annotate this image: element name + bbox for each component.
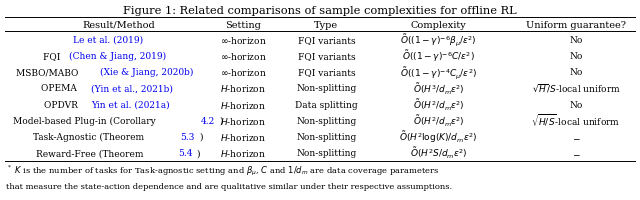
Text: $-$: $-$ <box>572 148 580 157</box>
Text: FQI: FQI <box>43 52 63 61</box>
Text: $\tilde{O}(H^2S/d_m\epsilon^2)$: $\tilde{O}(H^2S/d_m\epsilon^2)$ <box>410 145 467 161</box>
Text: OPDVR: OPDVR <box>44 100 81 109</box>
Text: $H$-horizon: $H$-horizon <box>220 83 266 94</box>
Text: FQI variants: FQI variants <box>298 68 355 77</box>
Text: OPEMA: OPEMA <box>40 84 79 93</box>
Text: Result/Method: Result/Method <box>82 21 155 29</box>
Text: Non-splitting: Non-splitting <box>296 116 356 125</box>
Text: Yin et al. (2021a): Yin et al. (2021a) <box>92 100 170 109</box>
Text: Non-splitting: Non-splitting <box>296 148 356 157</box>
Text: $\tilde{O}(H^3/d_m\epsilon^2)$: $\tilde{O}(H^3/d_m\epsilon^2)$ <box>413 81 464 96</box>
Text: $\tilde{O}((1-\gamma)^{-6}C/\epsilon^2)$: $\tilde{O}((1-\gamma)^{-6}C/\epsilon^2)$ <box>402 48 475 64</box>
Text: ): ) <box>220 116 223 125</box>
Text: $-$: $-$ <box>572 132 580 141</box>
Text: $\tilde{O}(H^2/d_m\epsilon^2)$: $\tilde{O}(H^2/d_m\epsilon^2)$ <box>413 97 464 112</box>
Text: (Xie & Jiang, 2020b): (Xie & Jiang, 2020b) <box>100 68 194 77</box>
Text: Non-splitting: Non-splitting <box>296 84 356 93</box>
Text: Complexity: Complexity <box>410 21 467 29</box>
Text: $\tilde{O}(H^2\log(K)/d_m\epsilon^2)$: $\tilde{O}(H^2\log(K)/d_m\epsilon^2)$ <box>399 129 477 145</box>
Text: FQI variants: FQI variants <box>298 36 355 45</box>
Text: $H$-horizon: $H$-horizon <box>220 99 266 110</box>
Text: Uniform guarantee?: Uniform guarantee? <box>526 21 626 29</box>
Text: 5.4: 5.4 <box>178 148 193 157</box>
Text: $\infty$-horizon: $\infty$-horizon <box>220 67 266 78</box>
Text: Le et al. (2019): Le et al. (2019) <box>73 36 143 45</box>
Text: No: No <box>570 100 582 109</box>
Text: $\tilde{O}((1-\gamma)^{-6}\beta_{\mu}/\epsilon^2)$: $\tilde{O}((1-\gamma)^{-6}\beta_{\mu}/\e… <box>400 32 477 48</box>
Text: (Chen & Jiang, 2019): (Chen & Jiang, 2019) <box>69 52 166 61</box>
Text: Model-based Plug-in (Corollary: Model-based Plug-in (Corollary <box>13 116 159 125</box>
Text: (Yin et al., 2021b): (Yin et al., 2021b) <box>91 84 172 93</box>
Text: that measure the state-action dependence and are qualitative similar under their: that measure the state-action dependence… <box>6 182 452 190</box>
Text: Type: Type <box>314 21 339 29</box>
Text: No: No <box>570 52 582 61</box>
Text: Data splitting: Data splitting <box>295 100 358 109</box>
Text: MSBO/MABO: MSBO/MABO <box>16 68 81 77</box>
Text: 5.3: 5.3 <box>180 132 195 141</box>
Text: $\infty$-horizon: $\infty$-horizon <box>220 51 266 62</box>
Text: No: No <box>570 36 582 45</box>
Text: No: No <box>570 68 582 77</box>
Text: $H$-horizon: $H$-horizon <box>220 131 266 142</box>
Text: $\tilde{O}(H^2/d_m\epsilon^2)$: $\tilde{O}(H^2/d_m\epsilon^2)$ <box>413 113 464 128</box>
Text: Figure 1: Related comparisons of sample complexities for offline RL: Figure 1: Related comparisons of sample … <box>123 6 517 16</box>
Text: $\sqrt{H/S}$-local uniform: $\sqrt{H/S}$-local uniform <box>531 113 621 129</box>
Text: $\tilde{O}((1-\gamma)^{-4}C_{\mu}/\epsilon^2)$: $\tilde{O}((1-\gamma)^{-4}C_{\mu}/\epsil… <box>400 64 477 80</box>
Text: $\infty$-horizon: $\infty$-horizon <box>220 35 266 46</box>
Text: Setting: Setting <box>225 21 261 29</box>
Text: 4.2: 4.2 <box>201 116 215 125</box>
Text: Reward-Free (Theorem: Reward-Free (Theorem <box>36 148 146 157</box>
Text: $\sqrt{H}/S$-local uniform: $\sqrt{H}/S$-local uniform <box>532 82 620 95</box>
Text: Task-Agnostic (Theorem: Task-Agnostic (Theorem <box>33 132 147 141</box>
Text: $H$-horizon: $H$-horizon <box>220 115 266 126</box>
Text: ): ) <box>196 148 200 157</box>
Text: $^*$ $K$ is the number of tasks for Task-agnostic setting and $\beta_{\mu}$, $C$: $^*$ $K$ is the number of tasks for Task… <box>6 163 440 177</box>
Text: FQI variants: FQI variants <box>298 52 355 61</box>
Text: $H$-horizon: $H$-horizon <box>220 147 266 158</box>
Text: ): ) <box>199 132 202 141</box>
Text: Non-splitting: Non-splitting <box>296 132 356 141</box>
